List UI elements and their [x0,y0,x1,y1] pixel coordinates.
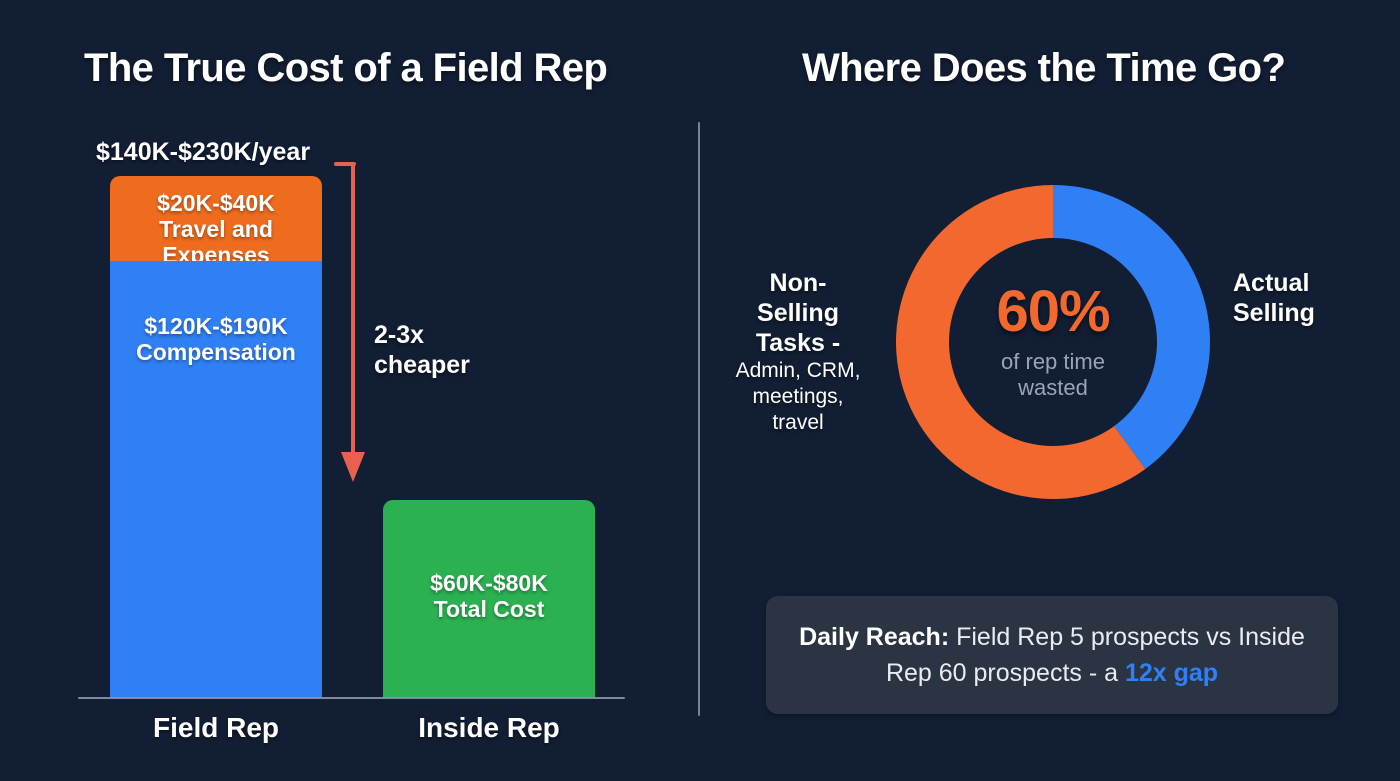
bar-segment-compensation-label: $120K-$190K Compensation [110,313,322,365]
callout-lead: Daily Reach: [799,623,950,651]
donut-label-non-selling: Non- Selling Tasks - Admin, CRM, meeting… [718,268,878,436]
bar-segment-travel-label: $20K-$40K Travel and Expenses [110,190,322,268]
bar-segment-compensation: $120K-$190K Compensation [110,261,322,698]
bar-inside-rep: $60K-$80K Total Cost [383,500,595,698]
callout-body: Field Rep 5 prospects vs Inside Rep 60 p… [885,623,1305,687]
axis-label-field-rep: Field Rep [152,712,279,743]
cheaper-arrow-icon [334,162,365,482]
donut-label-actual-selling: Actual Selling [1233,269,1315,327]
callout-accent: 12x gap [1124,659,1219,687]
daily-reach-callout-text: Daily Reach: Field Rep 5 prospects vs In… [766,619,1338,691]
travel-amount: $20K-$40K [157,190,275,216]
bar-chart-baseline-axis [78,697,625,699]
compensation-name: Compensation [136,339,296,365]
donut-label-non-selling-strong: Non- Selling Tasks - [755,269,841,357]
donut-center-caption: of rep time wasted [1001,349,1105,400]
inside-name: Total Cost [433,596,545,622]
right-panel-title: Where Does the Time Go? [802,46,1286,90]
daily-reach-callout: Daily Reach: Field Rep 5 prospects vs In… [766,596,1338,714]
donut-chart: 60% of rep time wasted [896,185,1210,499]
axis-label-inside-rep: Inside Rep [418,712,560,743]
inside-amount: $60K-$80K [430,570,548,596]
bar-field-rep: $20K-$40K Travel and Expenses $120K-$190… [110,176,322,698]
compensation-amount: $120K-$190K [144,313,288,339]
field-rep-total-range-caption: $140K-$230K/year [96,138,311,166]
cheaper-annotation-text: 2-3x cheaper [374,321,470,379]
donut-hole [949,238,1157,446]
donut-label-non-selling-detail: Admin, CRM, meetings, travel [735,359,861,434]
panel-divider [698,122,700,716]
left-panel-title: The True Cost of a Field Rep [84,46,608,90]
bar-segment-travel-expenses: $20K-$40K Travel and Expenses [110,176,322,268]
donut-center-value: 60% [996,279,1110,344]
donut-center-label: 60% of rep time wasted [896,185,1210,499]
bar-inside-rep-label: $60K-$80K Total Cost [383,570,595,622]
